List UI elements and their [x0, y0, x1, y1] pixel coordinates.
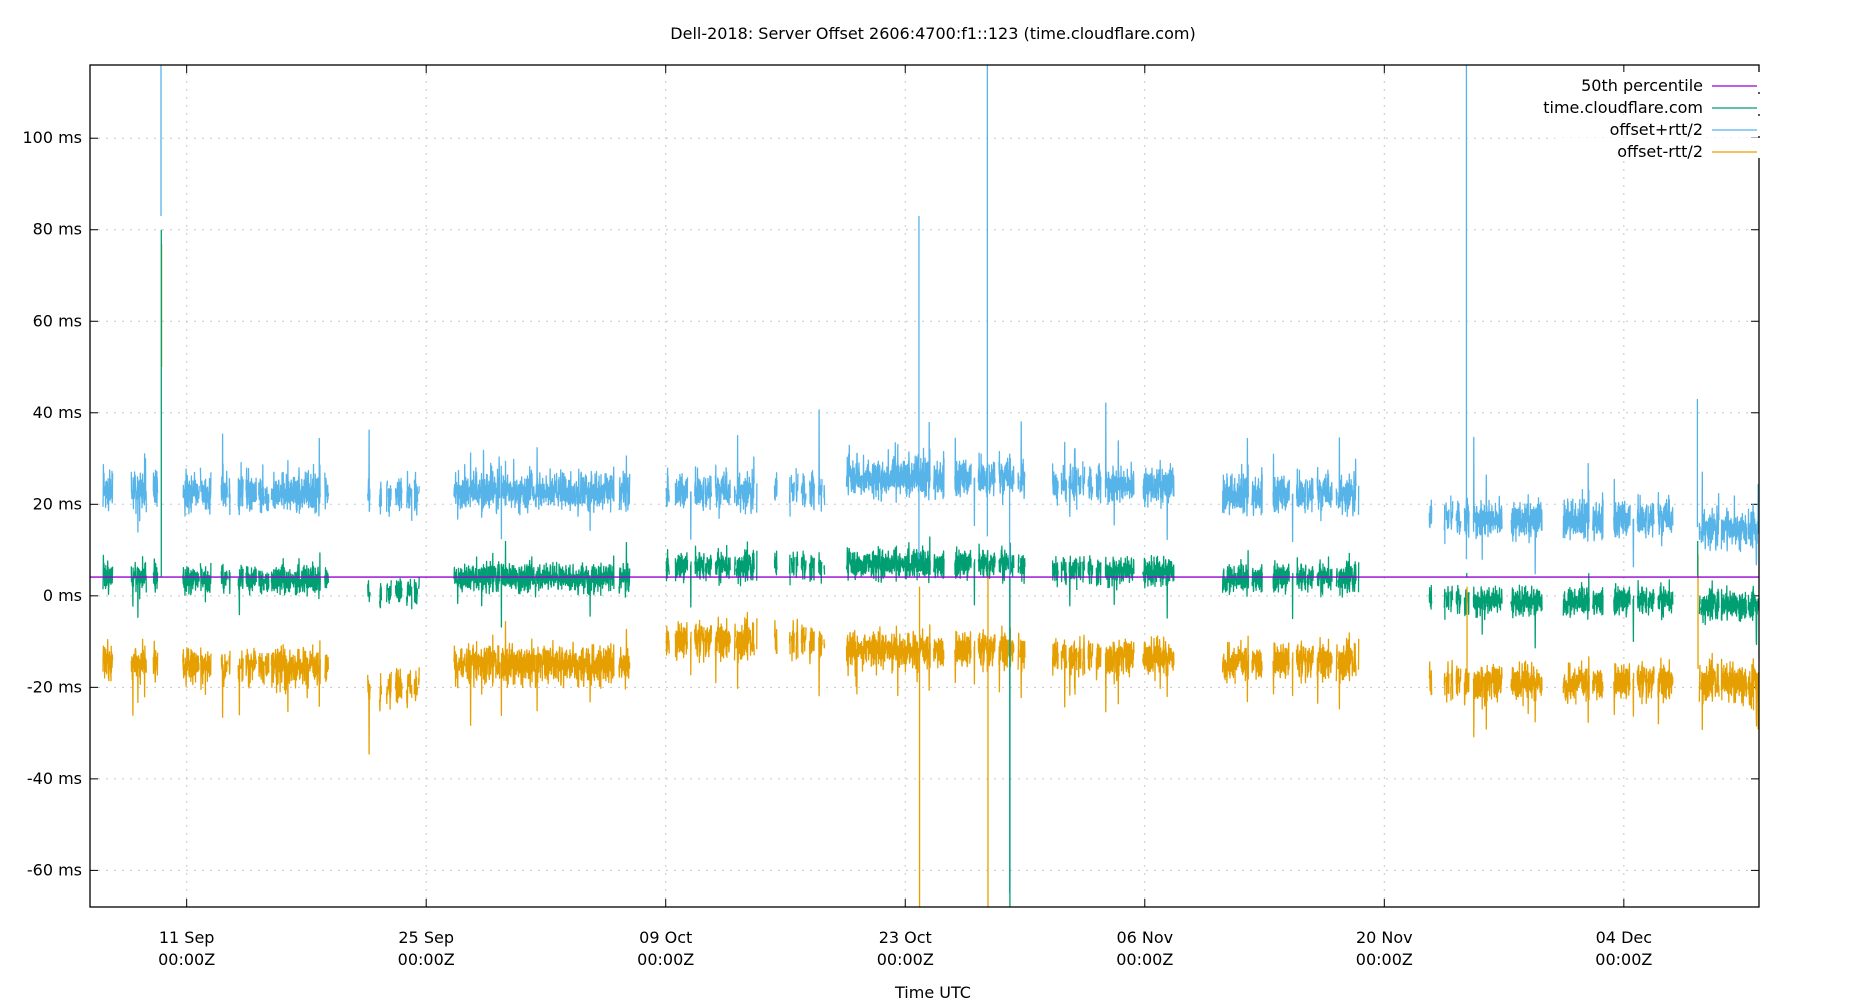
x-tick-label: 09 Oct — [639, 928, 692, 947]
legend: 50th percentile time.cloudflare.com offset… — [1543, 72, 1760, 161]
x-tick-sublabel: 00:00Z — [1116, 950, 1173, 969]
y-tick-label: 80 ms — [33, 220, 82, 239]
series-offset-plus-rtt — [102, 402, 1760, 575]
x-tick-sublabel: 00:00Z — [1356, 950, 1413, 969]
x-tick-label: 04 Dec — [1596, 928, 1652, 947]
legend-label: time.cloudflare.com — [1543, 98, 1703, 117]
series-time-cloudflare — [102, 536, 1760, 649]
x-tick-label: 23 Oct — [879, 928, 932, 947]
x-tick-label: 25 Sep — [398, 928, 454, 947]
x-tick-label: 11 Sep — [159, 928, 215, 947]
x-tick-sublabel: 00:00Z — [398, 950, 455, 969]
x-axis: 11 Sep 00:00Z 25 Sep 00:00Z 09 Oct 00:00Z 23 O… — [158, 65, 1652, 969]
y-tick-label: -40 ms — [27, 769, 82, 788]
chart-title: Dell-2018: Server Offset 2606:4700:f1::1… — [670, 24, 1195, 43]
y-tick-label: 40 ms — [33, 403, 82, 422]
x-axis-label: Time UTC — [894, 983, 971, 1000]
legend-label: 50th percentile — [1581, 76, 1703, 95]
y-tick-label: 100 ms — [22, 128, 82, 147]
series-offset-minus-rtt — [102, 611, 1760, 755]
x-tick-sublabel: 00:00Z — [158, 950, 215, 969]
x-tick-label: 20 Nov — [1356, 928, 1413, 947]
legend-bg — [1555, 72, 1760, 92]
x-tick-label: 06 Nov — [1116, 928, 1173, 947]
y-tick-label: -20 ms — [27, 677, 82, 696]
y-tick-label: 60 ms — [33, 311, 82, 330]
plot-area — [90, 65, 1760, 907]
x-tick-sublabel: 00:00Z — [637, 950, 694, 969]
legend-bg — [1555, 138, 1760, 158]
y-tick-label: -60 ms — [27, 860, 82, 879]
y-tick-label: 20 ms — [33, 494, 82, 513]
legend-label: offset+rtt/2 — [1610, 120, 1703, 139]
legend-label: offset-rtt/2 — [1617, 142, 1703, 161]
legend-bg — [1555, 94, 1760, 114]
y-axis: 100 ms 80 ms 60 ms 40 ms 20 ms 0 ms -20 ms -40 … — [22, 128, 1759, 879]
x-tick-sublabel: 00:00Z — [1595, 950, 1652, 969]
plot-border — [89, 64, 1760, 908]
legend-bg — [1555, 116, 1760, 136]
x-tick-sublabel: 00:00Z — [877, 950, 934, 969]
y-tick-label: 0 ms — [43, 586, 82, 605]
